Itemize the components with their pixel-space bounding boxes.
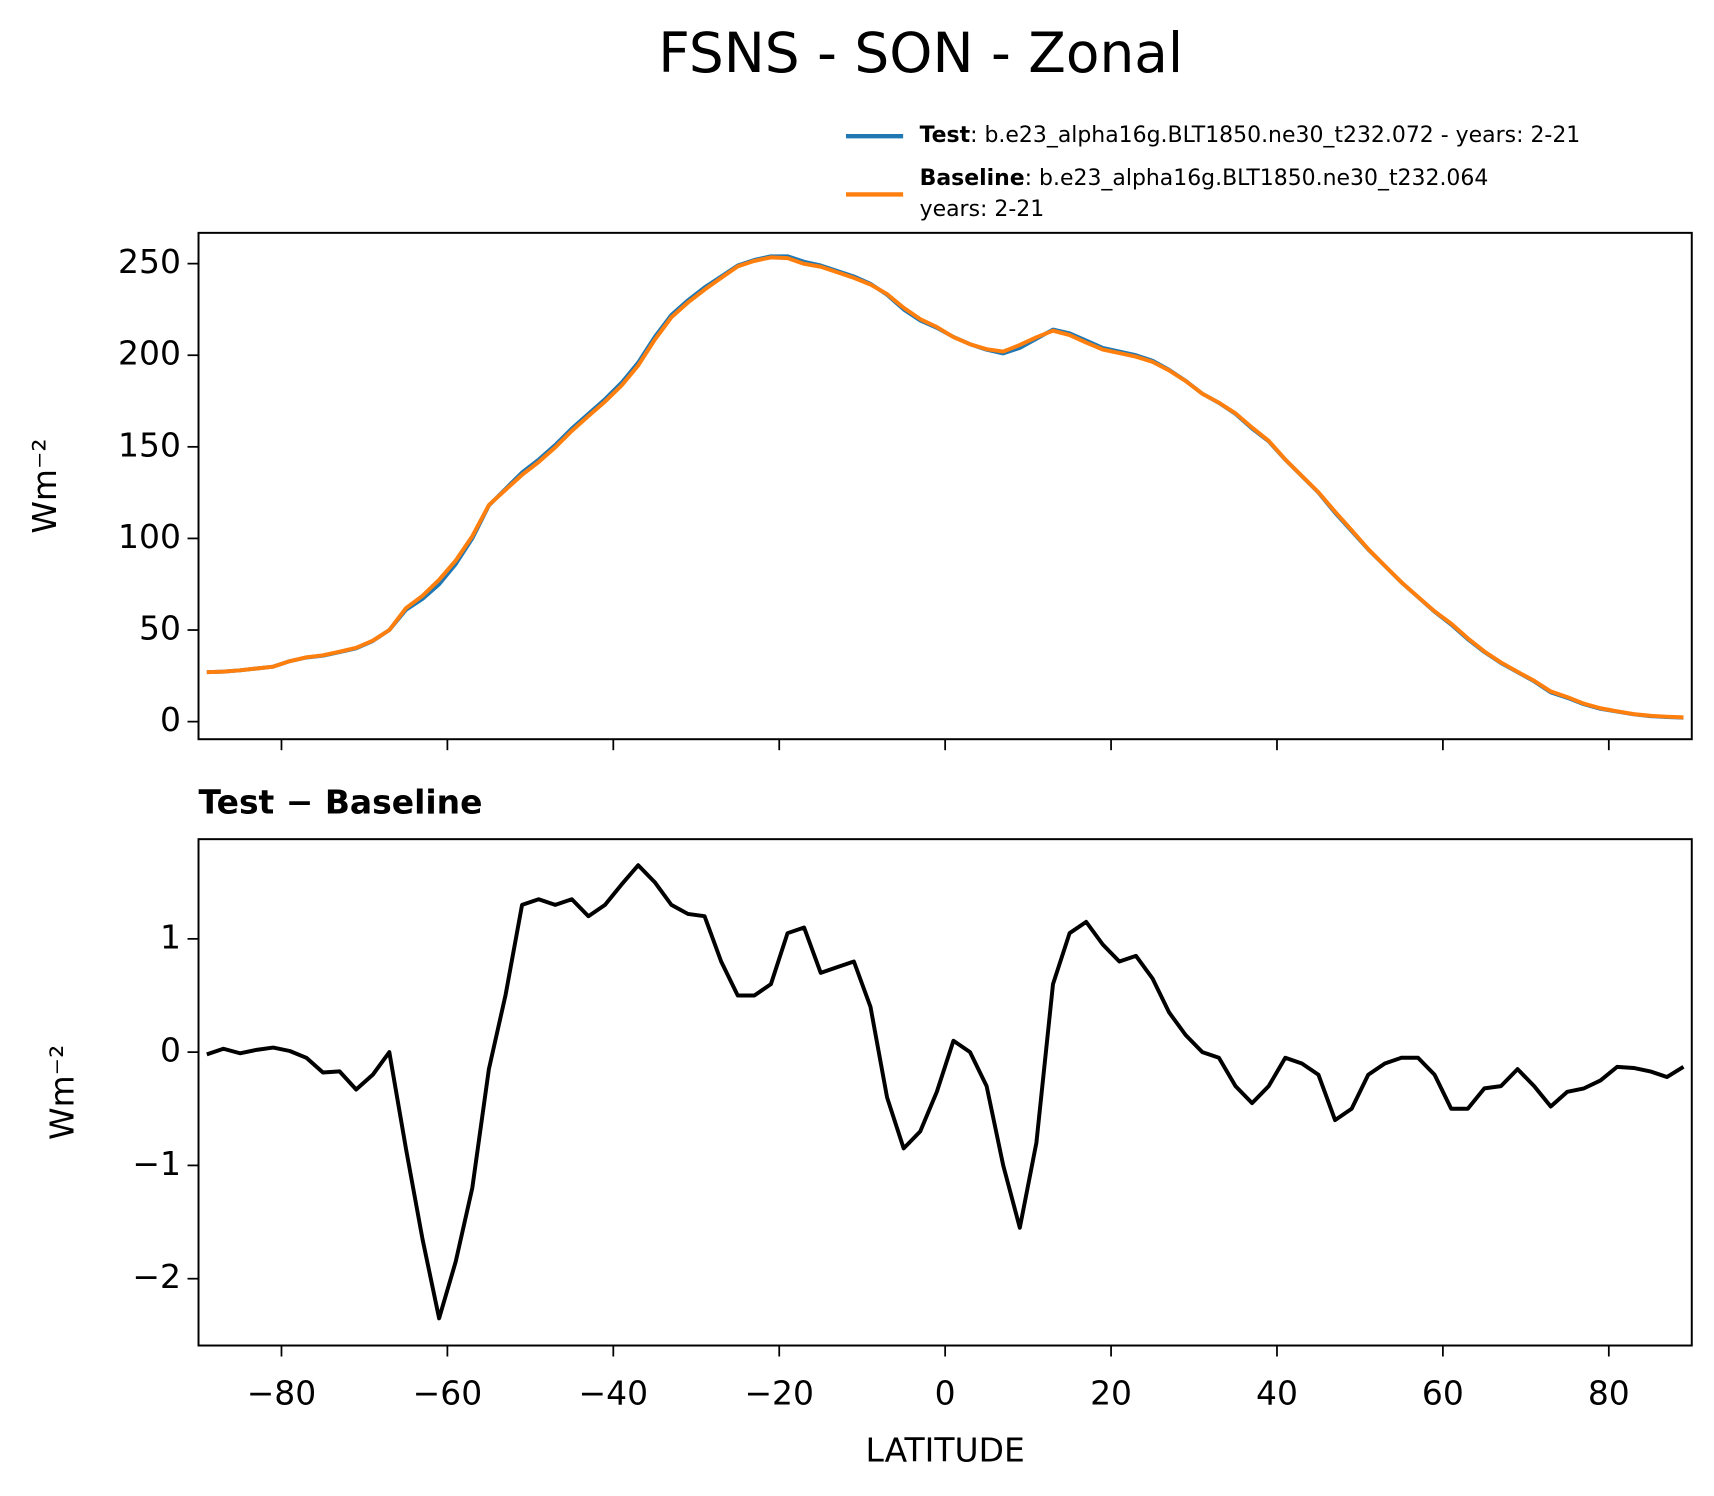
x-tick-label: 60 (1422, 1373, 1464, 1412)
y-tick-label: 0 (160, 700, 181, 739)
x-tick-label: 20 (1090, 1373, 1132, 1412)
figure-title: FSNS - SON - Zonal (658, 21, 1183, 85)
x-tick-label: −20 (744, 1373, 814, 1412)
x-tick-label: −80 (247, 1373, 317, 1412)
axes-frame (197, 838, 1693, 1347)
y-tick-label: 0 (160, 1031, 181, 1070)
legend-entry: Test: b.e23_alpha16g.BLT1850.ne30_t232.0… (920, 123, 1581, 148)
x-tick-label: 40 (1256, 1373, 1298, 1412)
legend-name: Baseline (920, 166, 1025, 191)
legend-entry: Baseline: b.e23_alpha16g.BLT1850.ne30_t2… (920, 166, 1489, 191)
y-axis-label: Wm⁻² (25, 438, 64, 533)
data-line (206, 255, 1684, 720)
y-tick-label: −1 (132, 1144, 181, 1183)
y-tick-label: 50 (139, 609, 181, 648)
y-tick-label: 150 (118, 425, 181, 464)
legend-label: : b.e23_alpha16g.BLT1850.ne30_t232.064 (1025, 166, 1489, 191)
legend-name: Test (920, 123, 971, 148)
y-tick-label: 250 (118, 242, 181, 281)
x-tick-label: −60 (413, 1373, 483, 1412)
x-tick-label: 0 (935, 1373, 956, 1412)
y-tick-label: 200 (118, 334, 181, 373)
data-line (206, 863, 1685, 1321)
subplot-title: Test − Baseline (199, 783, 483, 822)
y-axis-label: Wm⁻² (42, 1045, 81, 1140)
x-tick-label: −40 (579, 1373, 649, 1412)
legend-label: : b.e23_alpha16g.BLT1850.ne30_t232.072 -… (970, 123, 1580, 148)
axes-frame (197, 231, 1693, 741)
x-axis-label: LATITUDE (865, 1431, 1024, 1470)
x-tick-label: 80 (1588, 1373, 1630, 1412)
y-tick-label: 100 (118, 517, 181, 556)
y-tick-label: −2 (132, 1257, 181, 1296)
y-tick-label: 1 (160, 917, 181, 956)
legend-label: years: 2-21 (920, 197, 1045, 222)
